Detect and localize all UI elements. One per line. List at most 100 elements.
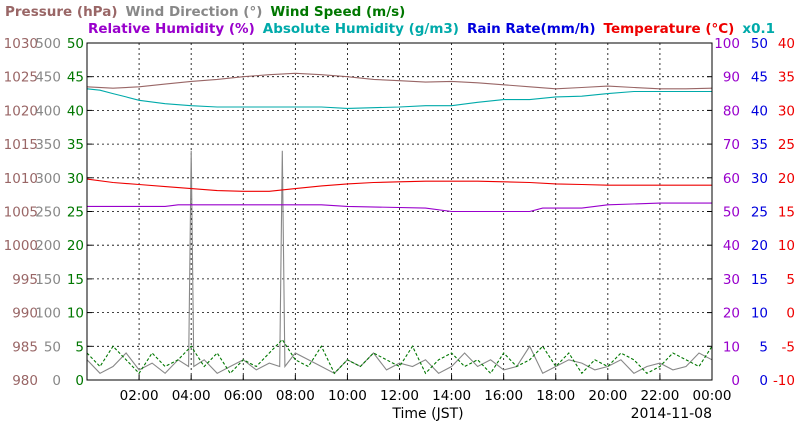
y-tick-label-temperature: 40 (778, 36, 795, 52)
y-tick-label-rain_rate: 25 (751, 205, 768, 221)
y-tick-label-temperature: -5 (782, 339, 795, 355)
x-tick-label: 02:00 (120, 388, 159, 404)
axes: 9809859909951000100510101015102010251030… (4, 36, 795, 404)
series-line (86, 338, 713, 375)
y-tick-label-relative_humidity: 40 (723, 238, 740, 254)
y-tick-label-wind_speed: 45 (67, 70, 84, 86)
x-tick-label: 04:00 (172, 388, 211, 404)
y-tick-label-rain_rate: 20 (751, 238, 768, 254)
y-tick-label-rain_rate: 0 (759, 373, 768, 389)
y-tick-label-temperature: 25 (778, 137, 795, 153)
y-tick-label-wind_direction: 500 (35, 36, 61, 52)
x-tick-label: 12:00 (380, 388, 419, 404)
y-tick-label-pressure: 1010 (4, 171, 38, 187)
y-tick-label-pressure: 1025 (4, 70, 38, 86)
y-tick-label-temperature: 5 (786, 272, 795, 288)
y-tick-label-relative_humidity: 50 (723, 205, 740, 221)
x-tick-label: 16:00 (484, 388, 523, 404)
y-tick-label-rain_rate: 40 (751, 103, 768, 119)
y-tick-label-relative_humidity: 60 (723, 171, 740, 187)
y-tick-label-pressure: 985 (12, 339, 38, 355)
y-tick-label-wind_direction: 250 (35, 205, 61, 221)
y-tick-label-pressure: 990 (12, 306, 38, 322)
y-tick-label-wind_speed: 20 (67, 238, 84, 254)
y-tick-label-pressure: 1005 (4, 205, 38, 221)
x-tick-label: 08:00 (276, 388, 315, 404)
y-tick-label-wind_direction: 100 (35, 306, 61, 322)
y-tick-label-pressure: 1015 (4, 137, 38, 153)
y-tick-label-rain_rate: 5 (759, 339, 768, 355)
series-line (86, 88, 712, 109)
y-tick-label-pressure: 980 (12, 373, 38, 389)
legend: Pressure (hPa) Wind Direction (°) Wind Spe… (5, 4, 775, 37)
legend-item: Absolute Humidity (g/m3) (263, 21, 459, 37)
y-tick-label-wind_direction: 0 (52, 373, 61, 389)
y-tick-label-relative_humidity: 80 (723, 103, 740, 119)
x-tick-label: 06:00 (224, 388, 263, 404)
x-tick-label: 22:00 (640, 388, 679, 404)
legend-item: Temperature (°C) (604, 21, 735, 37)
grid (87, 43, 712, 380)
legend-item: Wind Direction (°) (126, 4, 263, 20)
y-tick-label-temperature: 35 (778, 70, 795, 86)
y-tick-label-wind_speed: 10 (67, 306, 84, 322)
y-tick-label-relative_humidity: 10 (723, 339, 740, 355)
y-tick-label-wind_speed: 30 (67, 171, 84, 187)
y-tick-label-pressure: 1000 (4, 238, 38, 254)
y-tick-label-wind_direction: 200 (35, 238, 61, 254)
y-tick-label-wind_direction: 350 (35, 137, 61, 153)
y-tick-label-temperature: 15 (778, 205, 795, 221)
y-tick-label-rain_rate: 15 (751, 272, 768, 288)
y-tick-label-wind_direction: 50 (44, 339, 61, 355)
series-line (86, 178, 712, 192)
y-tick-label-wind_speed: 40 (67, 103, 84, 119)
y-tick-label-relative_humidity: 20 (723, 306, 740, 322)
x-tick-label: 20:00 (588, 388, 627, 404)
y-tick-label-relative_humidity: 70 (723, 137, 740, 153)
legend-item: Rain Rate(mm/h) (467, 21, 596, 37)
y-tick-label-temperature: 10 (778, 238, 795, 254)
y-tick-label-rain_rate: 50 (751, 36, 768, 52)
y-tick-label-rain_rate: 45 (751, 70, 768, 86)
y-tick-label-wind_speed: 25 (67, 205, 84, 221)
y-tick-label-wind_direction: 300 (35, 171, 61, 187)
x-tick-label: 18:00 (536, 388, 575, 404)
legend-item: Pressure (hPa) (5, 4, 118, 20)
legend-item: Relative Humidity (%) (88, 21, 255, 37)
y-tick-label-wind_speed: 5 (75, 339, 84, 355)
legend-item: Wind Speed (m/s) (270, 4, 405, 20)
y-tick-label-rain_rate: 10 (751, 306, 768, 322)
y-tick-label-relative_humidity: 90 (723, 70, 740, 86)
x-axis-label: Time (JST) (391, 406, 463, 422)
x-tick-label: 10:00 (328, 388, 367, 404)
y-tick-label-relative_humidity: 30 (723, 272, 740, 288)
series-line (86, 72, 713, 90)
y-tick-label-rain_rate: 35 (751, 137, 768, 153)
y-tick-label-temperature: -10 (773, 373, 795, 389)
y-tick-label-temperature: 0 (786, 306, 795, 322)
y-tick-label-pressure: 1020 (4, 103, 38, 119)
y-tick-label-relative_humidity: 100 (714, 36, 740, 52)
y-tick-label-temperature: 30 (778, 103, 795, 119)
series-line (87, 202, 712, 213)
y-tick-label-wind_speed: 15 (67, 272, 84, 288)
y-tick-label-rain_rate: 30 (751, 171, 768, 187)
series-line (86, 150, 713, 375)
legend-row-1: Relative Humidity (%) Absolute Humidity (… (88, 21, 775, 37)
y-tick-label-wind_direction: 400 (35, 103, 61, 119)
y-tick-label-wind_speed: 35 (67, 137, 84, 153)
legend-item: x0.1 (742, 21, 775, 37)
date-label: 2014-11-08 (631, 406, 712, 422)
y-tick-label-wind_speed: 50 (67, 36, 84, 52)
y-tick-label-wind_speed: 0 (75, 373, 84, 389)
y-tick-label-wind_direction: 450 (35, 70, 61, 86)
y-tick-label-pressure: 995 (12, 272, 38, 288)
y-tick-label-wind_direction: 150 (35, 272, 61, 288)
y-tick-label-pressure: 1030 (4, 36, 38, 52)
y-tick-label-temperature: 20 (778, 171, 795, 187)
x-tick-label: 00:00 (693, 388, 732, 404)
x-tick-label: 14:00 (432, 388, 471, 404)
legend-row-0: Pressure (hPa) Wind Direction (°) Wind Spe… (5, 4, 405, 20)
y-tick-label-relative_humidity: 0 (731, 373, 740, 389)
